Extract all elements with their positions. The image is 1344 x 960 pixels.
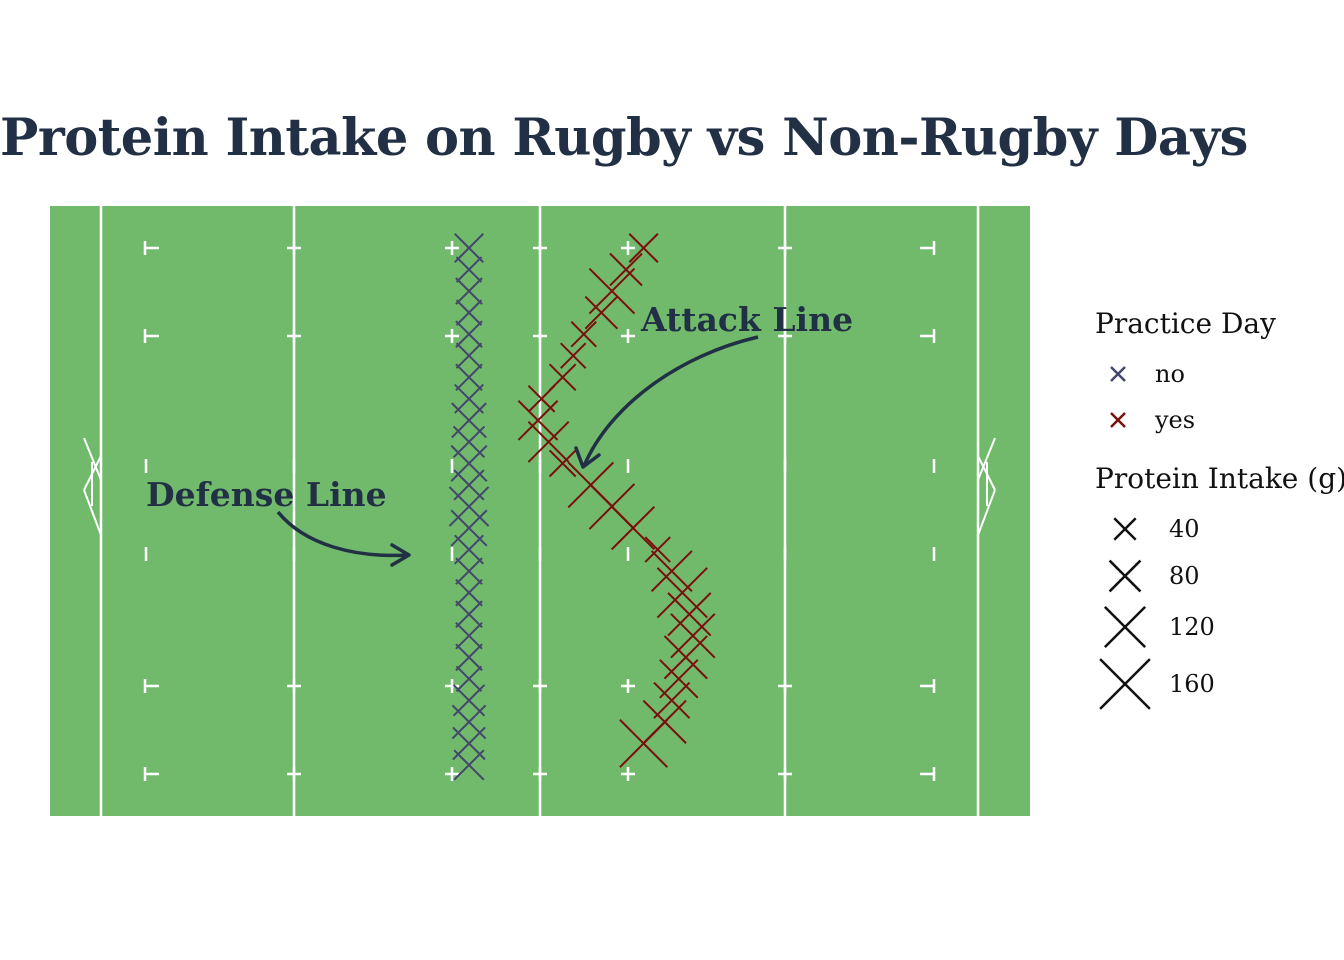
legend-color-entries: no yes (1110, 360, 1195, 434)
legend-label-no: no (1155, 360, 1185, 388)
scatter-point-no (455, 600, 483, 628)
data-marks (448, 233, 716, 781)
annotation-arrowhead-attack (574, 446, 601, 469)
scatter-point-no (455, 665, 483, 693)
scatter-point-yes (548, 449, 577, 478)
scatter-point-no (455, 621, 483, 650)
scatter-point-yes (517, 400, 559, 441)
scatter-point-no (454, 233, 484, 263)
scatter-point-no (454, 383, 484, 414)
scatter-point-yes (527, 421, 570, 463)
legend-size-label: 40 (1169, 515, 1200, 543)
scatter-point-no (455, 256, 483, 283)
pitch-marks (143, 241, 936, 781)
annotation-defense-line: Defense Line (146, 475, 387, 514)
scatter-point-yes (584, 295, 619, 330)
legend-size-marker (1108, 559, 1142, 593)
legend-size-entries: 40 80 120 160 (1099, 515, 1215, 710)
legend-size-item: 80 (1108, 559, 1200, 593)
scatter-point-no (448, 486, 490, 527)
scatter-point-no (455, 299, 483, 326)
scatter-point-no (455, 557, 483, 585)
rugby-pitch (50, 206, 1030, 816)
legend-size-item: 40 (1113, 515, 1200, 543)
chart-title: Protein Intake on Rugby vs Non-Rugby Day… (0, 108, 1248, 168)
scatter-point-yes (650, 550, 693, 592)
legend-size-item: 160 (1099, 658, 1215, 710)
legend-size-label: 120 (1169, 613, 1215, 641)
annotation-attack-line: Attack Line (640, 300, 853, 339)
scatter-point-no (453, 749, 485, 781)
scatter-point-yes (667, 592, 712, 637)
scatter-point-no (455, 342, 483, 369)
annotation-arrowhead-defense (390, 543, 411, 567)
legend-size-marker (1099, 658, 1151, 710)
scatter-point-yes (619, 719, 669, 768)
legend-size-item: 120 (1103, 605, 1215, 649)
legend-size-marker (1103, 605, 1147, 649)
scatter-point-yes (610, 505, 656, 551)
annotations: Defense Line Attack Line (146, 300, 853, 567)
legend-title-protein: Protein Intake (g) (1095, 462, 1344, 495)
goal-post-left (83, 437, 102, 536)
scatter-point-yes (659, 659, 699, 699)
legend-item-no: no (1110, 360, 1185, 388)
scatter-point-yes (588, 267, 636, 315)
legend-marker-yes (1110, 412, 1126, 428)
scatter-point-yes (653, 681, 691, 719)
legend-label-yes: yes (1154, 406, 1195, 434)
scatter-point-yes (644, 536, 671, 563)
scatter-point-no (450, 509, 488, 547)
legend-size-marker (1113, 517, 1137, 541)
scatter-point-no (450, 444, 488, 482)
goal-post-right (977, 437, 996, 536)
scatter-point-no (455, 643, 483, 672)
scatter-point-no (455, 578, 483, 607)
scatter-point-no (455, 363, 483, 392)
scatter-point-yes (570, 320, 597, 348)
annotation-arrow-defense (276, 510, 409, 558)
scatter-point-no (454, 534, 484, 565)
annotation-arrow-attack (582, 335, 759, 467)
scatter-point-no (455, 277, 483, 305)
scatter-point-yes (609, 252, 643, 287)
scatter-point-no (455, 320, 483, 348)
legend-size-label: 80 (1169, 562, 1200, 590)
legend: Practice Day no yes Protein Intake (g) 40… (1095, 307, 1344, 710)
scatter-point-yes (628, 233, 659, 263)
legend-item-yes: yes (1110, 406, 1195, 434)
scatter-point-no (453, 469, 485, 501)
scatter-point-yes (656, 567, 708, 619)
legend-marker-no (1110, 366, 1126, 382)
scatter-point-yes (560, 342, 587, 369)
legend-title-practice-day: Practice Day (1095, 307, 1276, 340)
legend-size-label: 160 (1169, 670, 1215, 698)
